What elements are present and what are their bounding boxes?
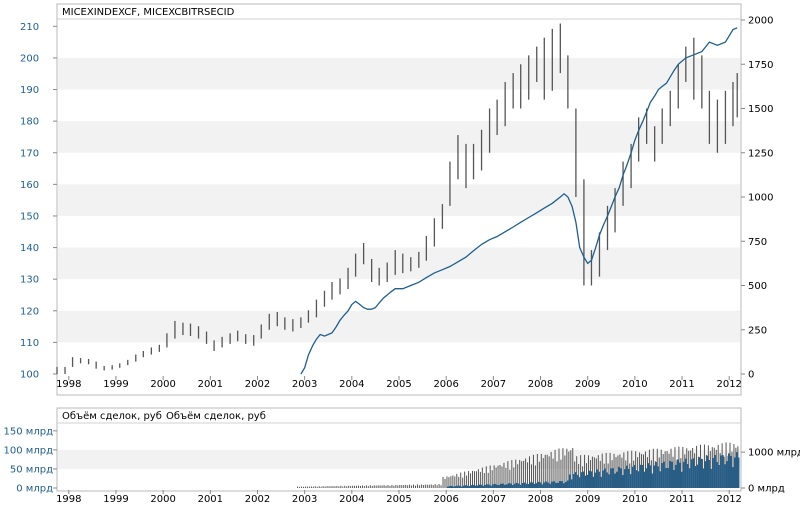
y-left-tick-label: 170 [20,148,39,159]
volume-stripe-band [58,449,740,469]
y-left-tick-label: 200 [20,53,39,64]
y-left-tick-label: 160 [20,180,39,191]
y-right-tick-label: 0 [748,370,754,381]
y-right-tick-label: 250 [748,325,767,336]
x-tick-label: 2002 [245,379,270,390]
main-stripe-band [58,121,740,153]
y-right-tick-label: 750 [748,237,767,248]
volume-y-left-tick-label: 150 млрд [4,426,54,437]
x-tick-label: 2003 [292,494,317,505]
main-stripe-band [58,184,740,216]
x-tick-label: 2012 [716,494,741,505]
y-left-tick-label: 130 [20,275,39,286]
y-right-tick-label: 1500 [748,104,773,115]
x-tick-label: 2002 [245,494,270,505]
x-tick-label: 2003 [292,379,317,390]
x-tick-label: 2011 [669,494,694,505]
x-tick-label: 1999 [103,494,128,505]
x-tick-label: 2006 [433,494,458,505]
y-right-tick-label: 500 [748,281,767,292]
volume-stripe-bands [58,449,740,469]
volume-y-left-axis: 0 млрд 50 млрд 100 млрд 150 млрд [4,426,57,495]
y-left-tick-label: 110 [20,338,39,349]
volume-chart-title-b: Объём сделок, руб [166,411,266,422]
volume-bars-blue [446,452,740,488]
x-tick-label: 2007 [481,379,506,390]
x-tick-label: 2006 [433,379,458,390]
y-left-tick-label: 150 [20,211,39,222]
x-tick-label: 2009 [575,494,600,505]
x-tick-label: 2007 [481,494,506,505]
x-tick-label: 1998 [56,494,81,505]
volume-panel: Объём сделок, руб Объём сделок, руб 0 мл… [4,407,800,505]
main-chart-title-tickers: MICEXINDEXCF, MICEXCBITR [62,7,204,18]
y-left-tick-label: 180 [20,117,39,128]
main-stripe-band [58,57,740,90]
x-tick-label: 2011 [669,379,694,390]
volume-y-right-tick-label: 0 млрд [748,484,785,495]
main-panel: MICEXINDEXCF, MICEXCBITR SECID 100 110 120… [20,3,773,396]
x-tick-label: 2009 [575,379,600,390]
main-y-right-axis: 0 250 500 750 1000 1250 1500 1750 2000 [741,16,773,381]
y-left-tick-label: 100 [20,370,39,381]
x-tick-label: 2005 [386,494,411,505]
main-chart-title-secid: SECID [204,7,235,18]
x-tick-label: 2000 [150,494,175,505]
volume-y-right-axis: 0 млрд 1000 млрд [741,448,800,495]
volume-x-axis: 1998 1999 2000 2001 2002 2003 2004 2005 2006 2007… [56,490,742,505]
main-stripe-bands [58,57,740,343]
x-tick-label: 2010 [622,379,647,390]
x-tick-label: 1998 [56,379,81,390]
x-tick-label: 2012 [716,379,741,390]
main-x-axis: 1998 1999 2000 2001 2002 2003 2004 2005 2006 2007… [56,376,742,390]
x-tick-label: 2001 [198,494,223,505]
x-tick-label: 2005 [386,379,411,390]
x-tick-label: 1999 [103,379,128,390]
micexcbitr-line [300,27,738,375]
volume-y-left-tick-label: 100 млрд [4,445,54,456]
y-right-tick-label: 1750 [748,60,773,71]
main-y-left-axis: 100 110 120 130 140 150 160 170 180 190 200 210 [20,22,57,381]
volume-y-left-tick-label: 50 млрд [10,464,53,475]
x-tick-label: 2008 [528,379,553,390]
y-left-tick-label: 210 [20,22,39,33]
micexindexcf-hl-bars [56,23,738,374]
x-tick-label: 2004 [339,379,364,390]
x-tick-label: 2004 [339,494,364,505]
x-tick-label: 2008 [528,494,553,505]
volume-y-left-tick-label: 0 млрд [16,484,53,495]
y-right-tick-label: 1000 [748,193,773,204]
x-tick-label: 2010 [622,494,647,505]
x-tick-label: 2001 [198,379,223,390]
y-right-tick-label: 1250 [748,148,773,159]
y-left-tick-label: 120 [20,306,39,317]
x-tick-label: 2000 [150,379,175,390]
main-stripe-band [58,247,740,280]
volume-chart-title-a: Объём сделок, руб [62,411,162,422]
y-right-tick-label: 2000 [748,16,773,27]
volume-y-right-tick-label: 1000 млрд [748,448,800,459]
y-left-tick-label: 190 [20,85,39,96]
y-left-tick-label: 140 [20,243,39,254]
main-stripe-band [58,310,740,343]
